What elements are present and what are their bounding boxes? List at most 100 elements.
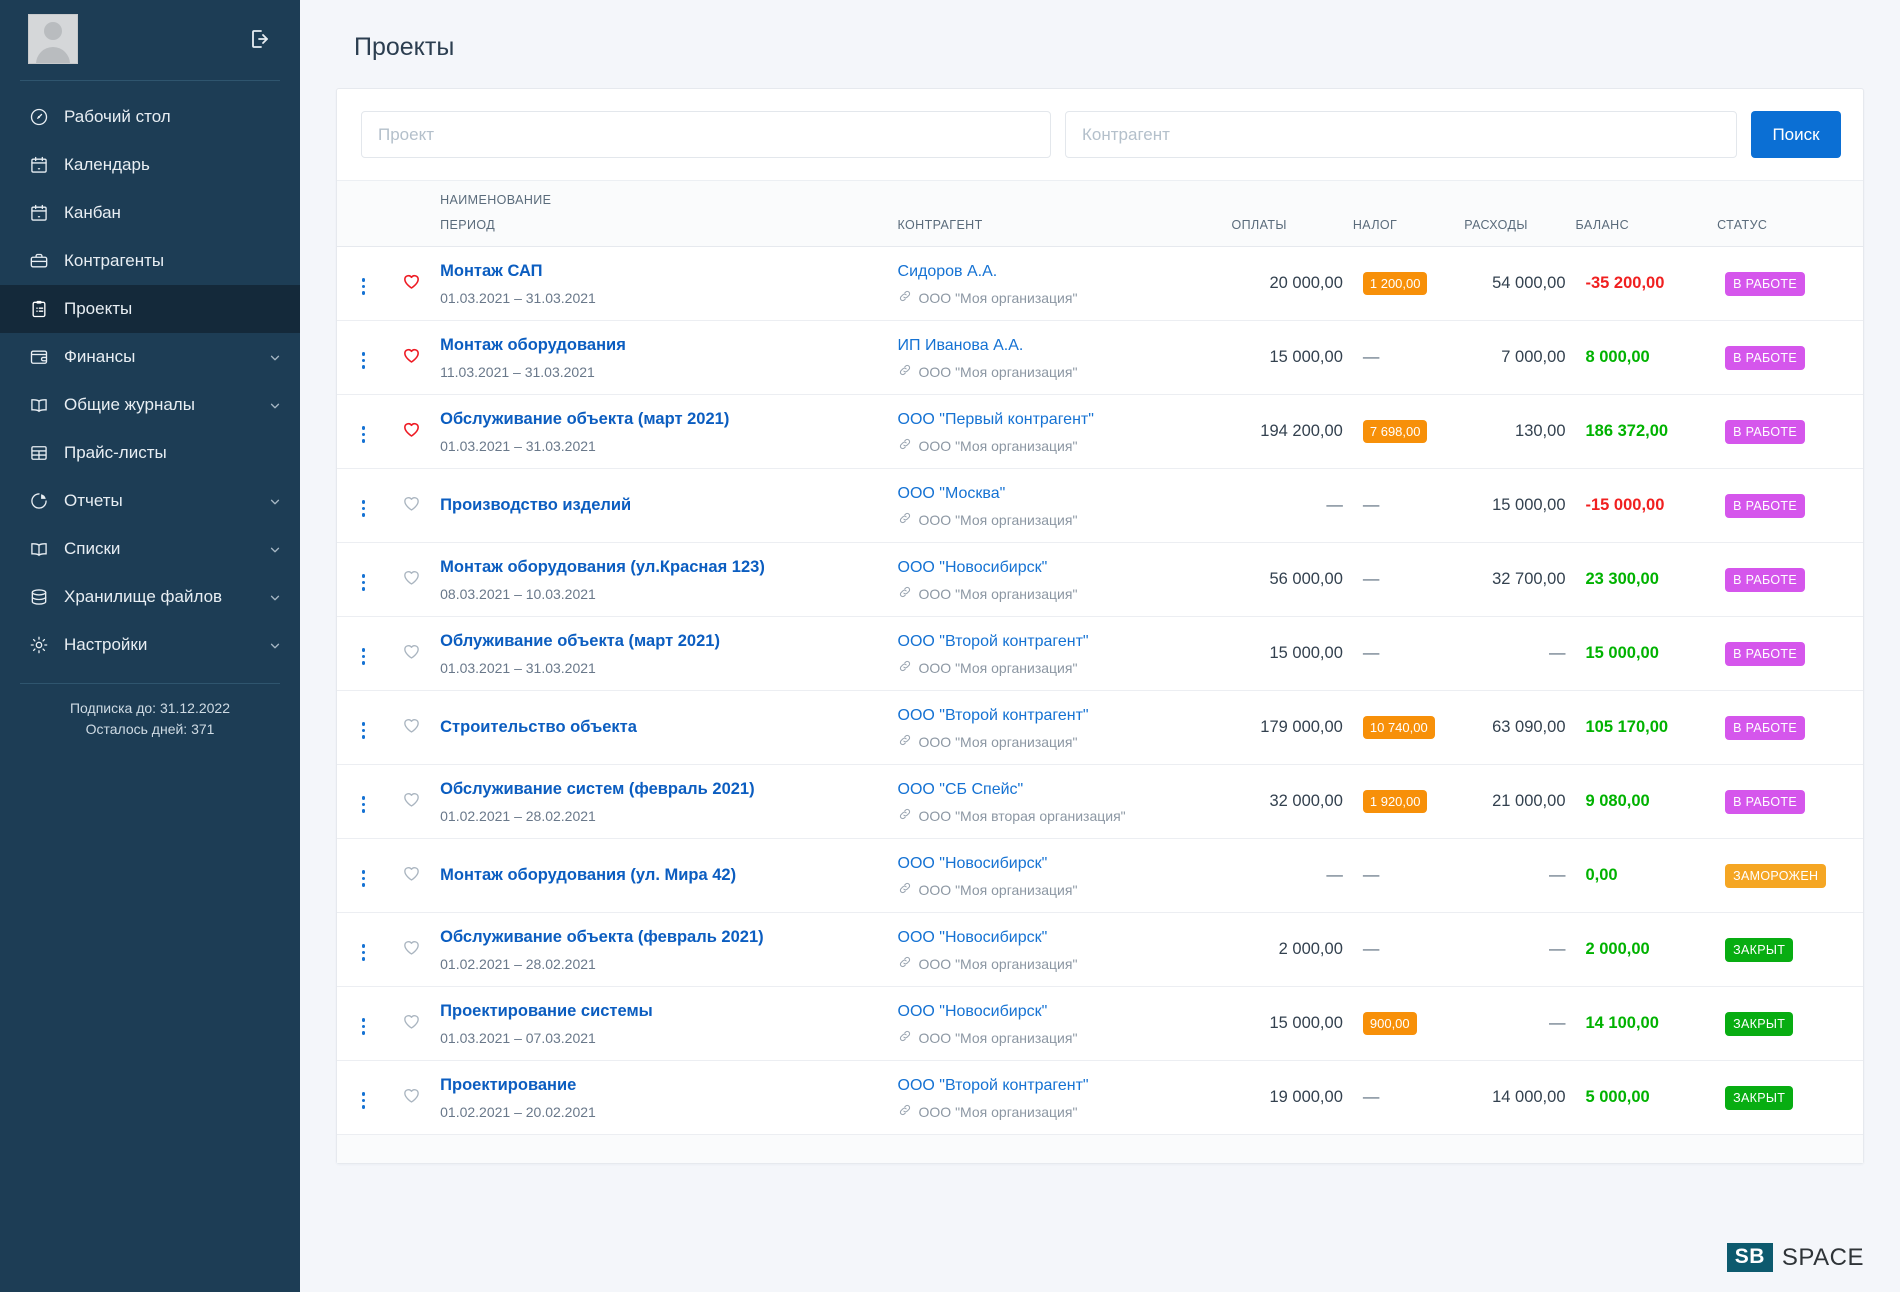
row-payments-cell: 2 000,00	[1278, 940, 1343, 958]
heart-outline-icon[interactable]	[402, 716, 421, 735]
contractor-link[interactable]: Сидоров А.А.	[897, 263, 998, 280]
contractor-link[interactable]: ООО "Новосибирск"	[897, 855, 1048, 872]
row-menu-icon[interactable]	[358, 644, 370, 669]
contractor-link[interactable]: ООО "Новосибирск"	[897, 1003, 1048, 1020]
sidebar-item-label: Общие журналы	[64, 395, 195, 414]
table-row[interactable]: Проектирование системы 01.03.2021 – 07.03…	[337, 987, 1863, 1061]
row-status-cell: В РАБОТЕ	[1711, 321, 1863, 395]
table-row[interactable]: Обслуживание объекта (февраль 2021) 01.02…	[337, 913, 1863, 987]
row-menu-cell	[337, 913, 390, 987]
row-menu-icon[interactable]	[358, 792, 370, 817]
row-payments-cell: —	[1326, 866, 1343, 884]
col-name: НАИМЕНОВАНИЕ ПЕРИОД	[434, 181, 892, 247]
logout-icon[interactable]	[246, 25, 274, 53]
heart-outline-icon[interactable]	[402, 1086, 421, 1105]
row-payments-cell: 32 000,00	[1269, 792, 1343, 810]
row-menu-icon[interactable]	[358, 348, 370, 373]
search-button[interactable]: Поиск	[1751, 111, 1841, 158]
table-row[interactable]: Проектирование 01.02.2021 – 20.02.2021 ООО…	[337, 1061, 1863, 1135]
project-name-link[interactable]: Обслуживание объекта (март 2021)	[440, 410, 730, 428]
contractor-search-input[interactable]	[1065, 111, 1737, 158]
project-name-link[interactable]: Проектирование системы	[440, 1002, 653, 1020]
project-name-link[interactable]: Монтаж оборудования (ул. Мира 42)	[440, 866, 737, 884]
organization-name: ООО "Моя организация"	[918, 437, 1078, 454]
avatar[interactable]	[28, 14, 78, 64]
contractor-link[interactable]: ООО "Второй контрагент"	[897, 1077, 1089, 1094]
project-name-link[interactable]: Монтаж оборудования (ул.Красная 123)	[440, 558, 765, 576]
row-status-cell: В РАБОТЕ	[1711, 617, 1863, 691]
project-period: 01.03.2021 – 31.03.2021	[440, 438, 596, 454]
row-menu-icon[interactable]	[358, 496, 370, 521]
sidebar-item-finance[interactable]: Финансы	[0, 333, 300, 381]
row-menu-cell	[337, 987, 390, 1061]
sidebar-item-projects[interactable]: Проекты	[0, 285, 300, 333]
table-row[interactable]: Производство изделий ООО "Москва" ООО "Моя…	[337, 469, 1863, 543]
table-row[interactable]: Обслуживание объекта (март 2021) 01.03.20…	[337, 395, 1863, 469]
col-menu	[337, 181, 390, 247]
sidebar-item-price-lists[interactable]: Прайс-листы	[0, 429, 300, 477]
status-badge: В РАБОТЕ	[1725, 493, 1805, 518]
sidebar-item-settings[interactable]: Настройки	[0, 621, 300, 669]
row-tax-cell: —	[1362, 644, 1380, 662]
col-tax: НАЛОГ	[1346, 181, 1459, 247]
table-row[interactable]: Монтаж оборудования 11.03.2021 – 31.03.20…	[337, 321, 1863, 395]
row-menu-icon[interactable]	[358, 1088, 370, 1113]
contractor-link[interactable]: ООО "Новосибирск"	[897, 559, 1048, 576]
organization-row: ООО "Моя организация"	[898, 289, 1220, 306]
heart-outline-icon[interactable]	[402, 1012, 421, 1031]
row-menu-icon[interactable]	[358, 1014, 370, 1039]
project-name-link[interactable]: Монтаж оборудования	[440, 336, 626, 354]
heart-outline-icon[interactable]	[402, 568, 421, 587]
heart-filled-icon[interactable]	[402, 420, 421, 439]
sidebar-item-dashboard[interactable]: Рабочий стол	[0, 93, 300, 141]
heart-outline-icon[interactable]	[402, 790, 421, 809]
contractor-link[interactable]: ООО "Москва"	[897, 485, 1006, 502]
project-name-link[interactable]: Облуживание объекта (март 2021)	[440, 632, 720, 650]
table-row[interactable]: Строительство объекта ООО "Второй контраг…	[337, 691, 1863, 765]
table-row[interactable]: Монтаж оборудования (ул. Мира 42) ООО "Но…	[337, 839, 1863, 913]
sidebar-item-contractors[interactable]: Контрагенты	[0, 237, 300, 285]
sidebar-item-label: Контрагенты	[64, 251, 165, 270]
project-name-link[interactable]: Строительство объекта	[440, 718, 637, 736]
heart-filled-icon[interactable]	[402, 346, 421, 365]
row-menu-icon[interactable]	[358, 274, 370, 299]
row-menu-icon[interactable]	[358, 866, 370, 891]
row-status-cell: В РАБОТЕ	[1711, 395, 1863, 469]
project-name-link[interactable]: Производство изделий	[440, 496, 632, 514]
project-name-link[interactable]: Монтаж САП	[440, 262, 543, 280]
sidebar-item-kanban[interactable]: Канбан	[0, 189, 300, 237]
contractor-link[interactable]: ООО "Второй контрагент"	[897, 633, 1089, 650]
heart-outline-icon[interactable]	[402, 864, 421, 883]
sidebar-item-calendar[interactable]: Календарь	[0, 141, 300, 189]
project-search-input[interactable]	[361, 111, 1051, 158]
project-name-link[interactable]: Обслуживание объекта (февраль 2021)	[440, 928, 764, 946]
contractor-link[interactable]: ИП Иванова А.А.	[897, 337, 1024, 354]
row-contractor-cell: ООО "Новосибирск" ООО "Моя организация"	[892, 987, 1226, 1061]
table-row[interactable]: Обслуживание систем (февраль 2021) 01.02.…	[337, 765, 1863, 839]
row-menu-icon[interactable]	[358, 718, 370, 743]
project-name-link[interactable]: Обслуживание систем (февраль 2021)	[440, 780, 755, 798]
link-icon	[898, 807, 912, 824]
project-name-link[interactable]: Проектирование	[440, 1076, 577, 1094]
table-row[interactable]: Облуживание объекта (март 2021) 01.03.202…	[337, 617, 1863, 691]
table-row[interactable]: Монтаж САП 01.03.2021 – 31.03.2021 Сидоров…	[337, 247, 1863, 321]
contractor-link[interactable]: ООО "Второй контрагент"	[897, 707, 1089, 724]
sidebar-item-lists[interactable]: Списки	[0, 525, 300, 573]
contractor-link[interactable]: ООО "Первый контрагент"	[897, 411, 1094, 428]
row-menu-icon[interactable]	[358, 422, 370, 447]
row-menu-icon[interactable]	[358, 940, 370, 965]
sidebar-item-reports[interactable]: Отчеты	[0, 477, 300, 525]
contractor-link[interactable]: ООО "Новосибирск"	[897, 929, 1048, 946]
contractor-link[interactable]: ООО "СБ Спейс"	[897, 781, 1024, 798]
sidebar-item-file-storage[interactable]: Хранилище файлов	[0, 573, 300, 621]
subscription-until: Подписка до: 31.12.2022	[69, 700, 231, 716]
heart-outline-icon[interactable]	[402, 938, 421, 957]
sidebar-item-journals[interactable]: Общие журналы	[0, 381, 300, 429]
row-tax-cell: —	[1362, 866, 1380, 884]
heart-outline-icon[interactable]	[402, 494, 421, 513]
table-row[interactable]: Монтаж оборудования (ул.Красная 123) 08.0…	[337, 543, 1863, 617]
heart-filled-icon[interactable]	[402, 272, 421, 291]
tax-badge: 900,00	[1362, 1012, 1417, 1035]
heart-outline-icon[interactable]	[402, 642, 421, 661]
row-menu-icon[interactable]	[358, 570, 370, 595]
